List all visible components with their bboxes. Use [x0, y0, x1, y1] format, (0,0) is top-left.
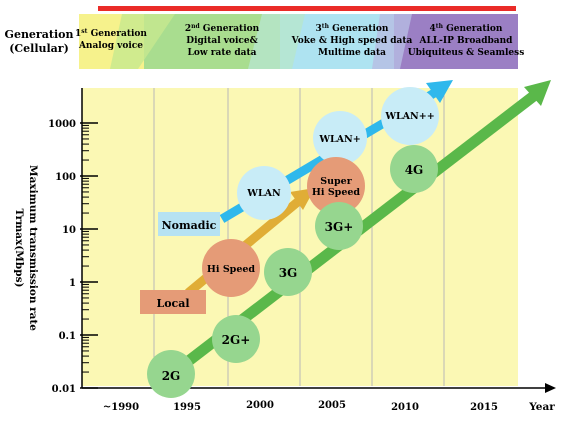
svg-text:3th Generation: 3th Generation — [316, 23, 389, 34]
node-4g-label: 4G — [405, 163, 424, 177]
gen2-line2: Low rate data — [188, 48, 257, 58]
cellular-arrowhead — [524, 80, 551, 106]
gen3-suffix: th — [322, 23, 330, 30]
node-hi-speed: Hi Speed — [202, 239, 260, 297]
node-2g-plus: 2G+ — [212, 315, 260, 363]
gen3-title: Generation — [332, 24, 389, 34]
gen2-label: 2nd Generation Digital voice& Low rate d… — [185, 23, 260, 58]
gen4-suffix: th — [436, 23, 444, 30]
node-super-hi-speed: Super Hi Speed — [307, 157, 365, 215]
svg-text:1st Generation: 1st Generation — [75, 28, 147, 39]
node-3g-label: 3G — [279, 266, 298, 280]
gen4-line2: Ubiquiteus & Seamless — [408, 48, 525, 58]
x-tick-1990: ~1990 — [103, 402, 139, 413]
local-label-text: Local — [156, 297, 189, 310]
node-wlan-plusplus-label: WLAN++ — [384, 111, 434, 122]
gen4-ordinal: 4 — [430, 24, 436, 34]
node-wlan-plusplus: WLAN++ — [381, 87, 439, 145]
gen2-title: Generation — [203, 24, 260, 34]
gen3-label: 3th Generation Voke & High speed data Mu… — [291, 23, 413, 58]
nomadic-label: Nomadic — [158, 212, 220, 236]
y-tick-1000: 1000 — [48, 119, 76, 130]
y-tick-0.1: 0.1 — [59, 331, 76, 342]
y-axis: 0.01 0.1 1 10 100 1000 Maximum transmiss… — [13, 88, 98, 395]
y-axis-label-line2: Trmax(Mbps) — [13, 209, 25, 288]
x-tick-2005: 2005 — [318, 400, 346, 411]
svg-text:2nd Generation: 2nd Generation — [185, 23, 260, 34]
local-label: Local — [140, 290, 206, 314]
node-wlan-plus: WLAN+ — [313, 111, 367, 165]
x-tick-2015: 2015 — [470, 402, 498, 413]
node-wlan: WLAN — [237, 166, 291, 220]
gen3-ordinal: 3 — [316, 24, 322, 34]
y-tick-0.01: 0.01 — [52, 384, 76, 395]
generation-row-label-line1: Generation — [5, 28, 74, 41]
nomadic-label-text: Nomadic — [162, 219, 217, 232]
node-wlan-label: WLAN — [246, 188, 281, 199]
y-tick-100: 100 — [55, 172, 76, 183]
y-tick-1: 1 — [69, 278, 76, 289]
svg-text:4th Generation: 4th Generation — [430, 23, 503, 34]
node-3g-plus-label: 3G+ — [325, 220, 354, 234]
gen4-label: 4th Generation ALL-IP Broadband Ubiquite… — [408, 23, 525, 58]
gen3-line2: Multime data — [318, 48, 386, 58]
red-top-bar — [98, 6, 516, 11]
node-4g: 4G — [390, 145, 438, 193]
gen1-title: Generation — [91, 29, 148, 39]
y-axis-label-line1: Maximum transmission rate — [27, 165, 39, 331]
x-tick-2010: 2010 — [391, 402, 419, 413]
node-2g-label: 2G — [162, 369, 181, 383]
generation-banner: 1st Generation Analog voice 2nd Generati… — [75, 6, 524, 69]
gen1-line1: Analog voice — [78, 41, 143, 51]
node-3g: 3G — [264, 248, 312, 296]
gen4-line1: ALL-IP Broadband — [419, 36, 514, 46]
node-hi-speed-label: Hi Speed — [207, 264, 255, 275]
gen1-ordinal: 1 — [75, 29, 81, 39]
gen2-line1: Digital voice& — [186, 36, 257, 46]
gen1-suffix: st — [81, 28, 87, 35]
node-3g-plus: 3G+ — [315, 202, 363, 250]
y-tick-10: 10 — [62, 225, 76, 236]
nomadic-arrowhead — [426, 80, 453, 103]
x-tick-1995: 1995 — [173, 402, 201, 413]
node-super-hi-speed-label: Super Hi Speed — [312, 176, 360, 198]
gen4-panel — [394, 14, 518, 69]
gen2-ordinal: 2 — [185, 24, 191, 34]
gen1-label: 1st Generation Analog voice — [75, 28, 147, 51]
node-wlan-plus-label: WLAN+ — [318, 134, 360, 145]
x-axis-label: Year — [528, 401, 555, 413]
generation-row-label-line2: (Cellular) — [9, 42, 69, 55]
gen4-title: Generation — [446, 24, 503, 34]
node-2g: 2G — [147, 350, 195, 398]
node-2g-plus-label: 2G+ — [222, 333, 251, 347]
gen2-suffix: nd — [191, 23, 200, 30]
gen3-line1: Voke & High speed data — [291, 36, 413, 46]
x-tick-2000: 2000 — [246, 400, 274, 411]
